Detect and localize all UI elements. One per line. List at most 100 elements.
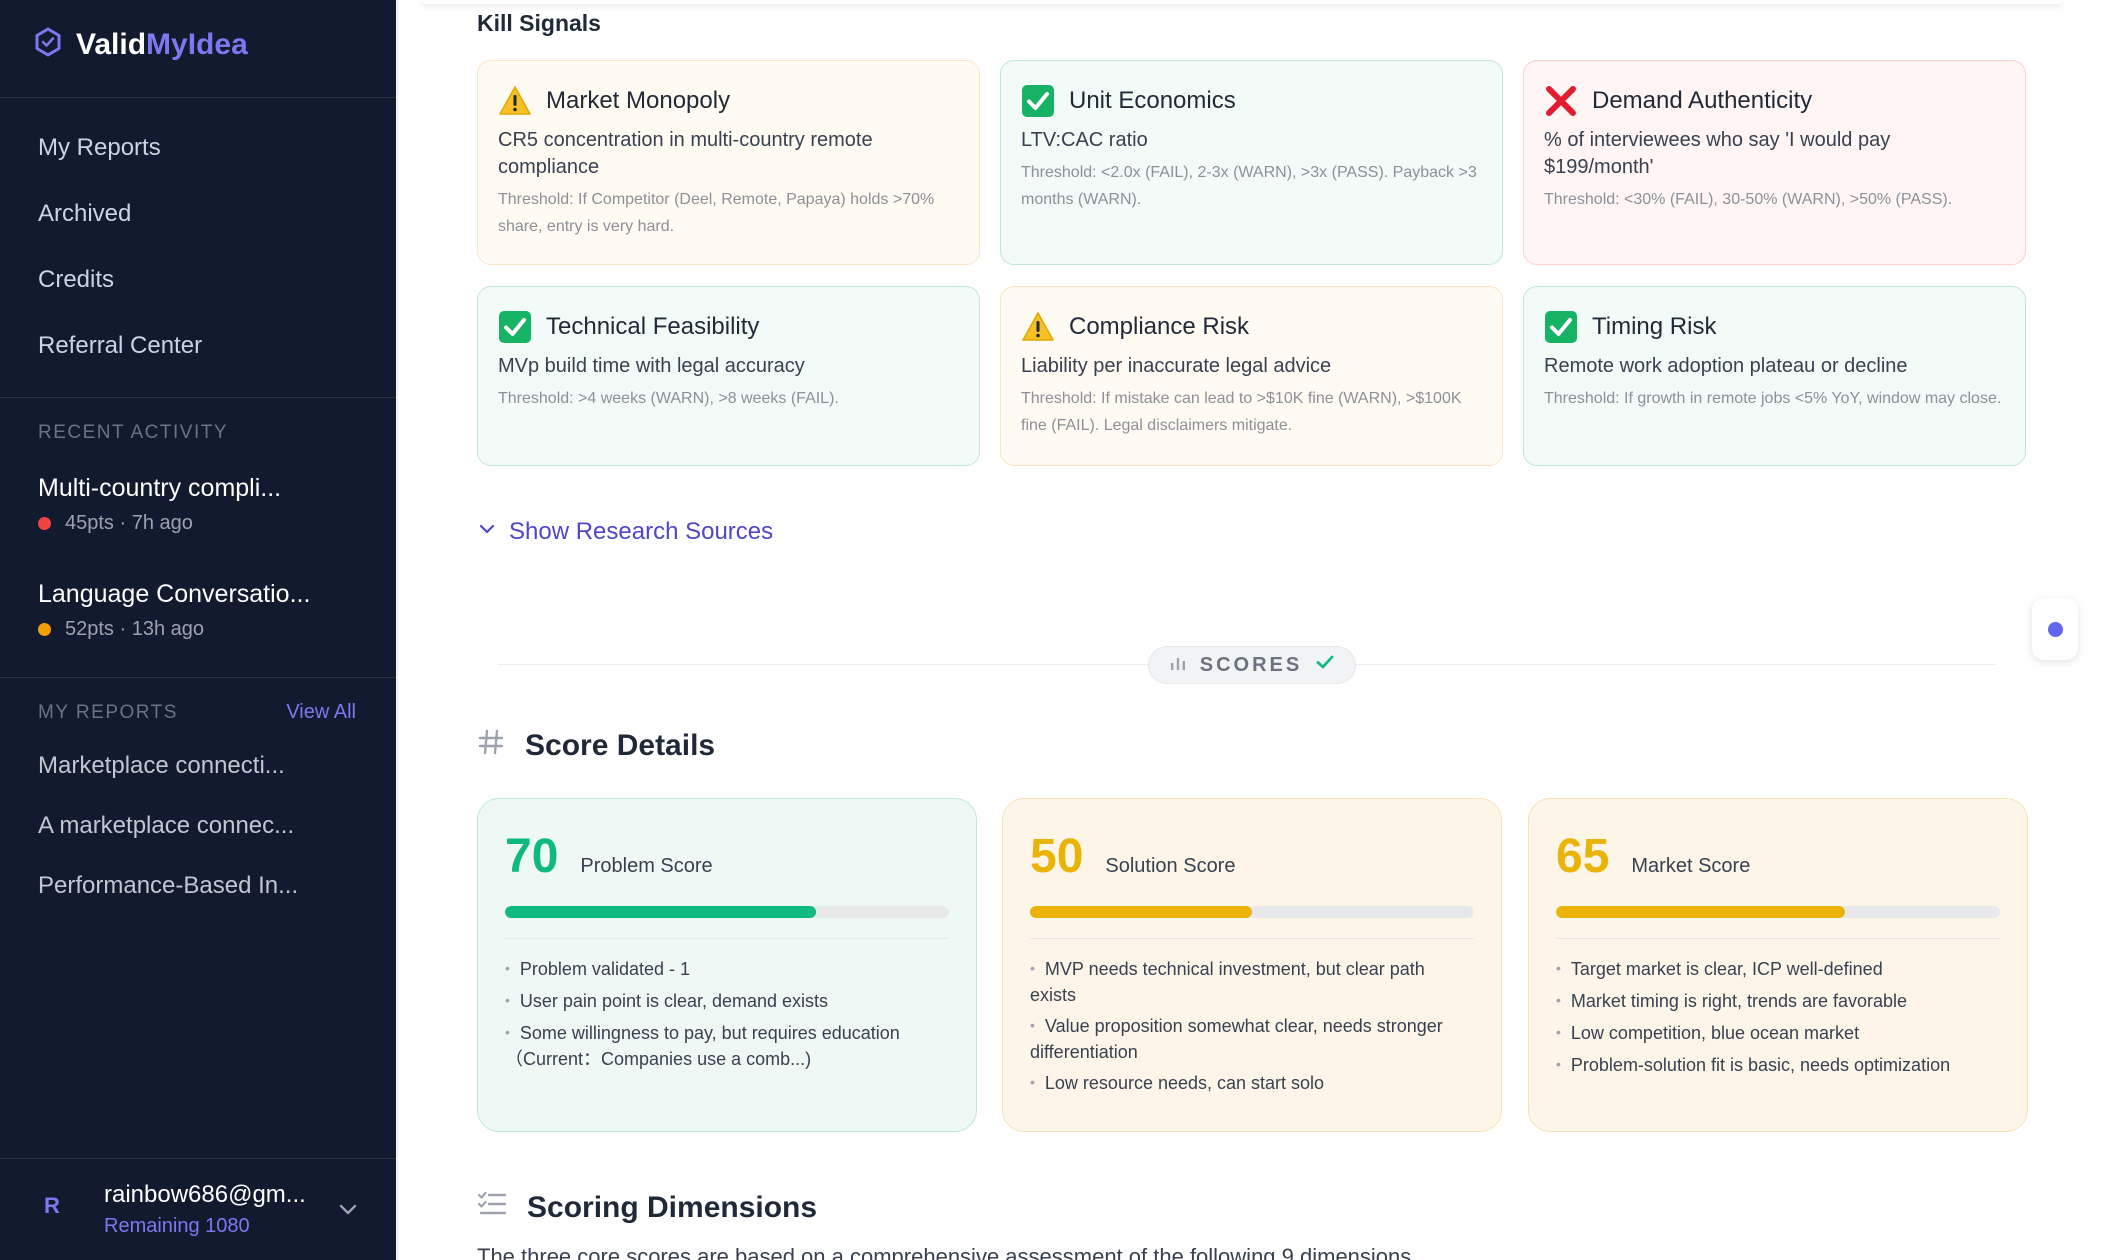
- view-all-link[interactable]: View All: [286, 701, 356, 723]
- score-card-divider: [1030, 938, 1474, 939]
- score-label: Market Score: [1631, 855, 1751, 877]
- score-reasons-list: • MVP needs technical investment, but cle…: [1030, 957, 1474, 1097]
- score-card: 65 Market Score • Target market is clear, I…: [1528, 798, 2028, 1132]
- score-reasons-list: • Target market is clear, ICP well-define…: [1556, 957, 2000, 1079]
- score-progress-bar: [1556, 906, 2000, 918]
- kill-signal-metric: Remote work adoption plateau or decline: [1544, 355, 1908, 377]
- kill-signal-threshold: Threshold: >4 weeks (WARN), >8 weeks (FA…: [498, 390, 839, 407]
- kill-signal-title: Demand Authenticity: [1592, 87, 1813, 114]
- score-progress-bar: [505, 906, 949, 918]
- scoring-dimensions-heading: Scoring Dimensions: [477, 1190, 817, 1226]
- score-value: 50: [1030, 830, 1084, 883]
- score-card-divider: [505, 938, 949, 939]
- score-reasons-list: • Problem validated - 1 • User pain point i…: [505, 957, 949, 1072]
- kill-signal-card: Market Monopoly CR5 concentration in mult…: [477, 60, 980, 265]
- kill-signal-title: Compliance Risk: [1069, 313, 1250, 340]
- kill-signal-threshold: Threshold: If growth in remote jobs <5% …: [1544, 390, 2002, 407]
- recent-item-title[interactable]: Language Conversatio...: [38, 580, 311, 608]
- kill-signal-card: Demand Authenticity % of interviewees who…: [1523, 60, 2026, 265]
- kill-signal-title: Unit Economics: [1069, 87, 1236, 114]
- warning-icon: [498, 84, 532, 118]
- user-email: rainbow686@gm...: [104, 1181, 306, 1208]
- nav-my-reports[interactable]: My Reports: [38, 134, 161, 161]
- report-link[interactable]: A marketplace connec...: [38, 812, 295, 839]
- user-account[interactable]: R rainbow686@gm... Remaining 1080: [0, 1158, 396, 1260]
- kill-signal-card: Compliance Risk Liability per inaccurate …: [1000, 286, 1503, 466]
- nav-credits[interactable]: Credits: [38, 266, 115, 293]
- score-progress-fill: [1556, 906, 1845, 918]
- score-reason-item: • Problem validated - 1: [505, 959, 690, 979]
- recent-item-meta: 52pts · 13h ago: [38, 618, 204, 641]
- check-icon: [498, 310, 532, 344]
- score-reason-item: • Target market is clear, ICP well-define…: [1556, 959, 1883, 979]
- report-link[interactable]: Marketplace connecti...: [38, 752, 285, 779]
- scores-divider-label: SCORES: [1199, 653, 1303, 676]
- kill-signals-heading: Kill Signals: [477, 10, 601, 36]
- check-icon: [1021, 84, 1055, 118]
- main-content: Kill Signals Market Monopoly CR5 concentr…: [397, 0, 2106, 1260]
- score-reason-item: • MVP needs technical investment, but cle…: [1030, 959, 1425, 1005]
- hash-icon: [477, 728, 505, 764]
- score-reason-item: • Market timing is right, trends are favo…: [1556, 991, 1908, 1011]
- show-research-sources-label: Show Research Sources: [509, 518, 774, 545]
- kill-signal-card: Technical Feasibility MVp build time with…: [477, 286, 980, 466]
- nav-referral-center[interactable]: Referral Center: [38, 332, 203, 359]
- section-divider-line: [498, 664, 1148, 665]
- hexagon-logo-icon: [32, 26, 64, 63]
- recent-activity-label: RECENT ACTIVITY: [38, 422, 229, 443]
- kill-signal-threshold: Threshold: <30% (FAIL), 30-50% (WARN), >…: [1544, 191, 1953, 208]
- check-icon: [1544, 310, 1578, 344]
- show-research-sources-toggle[interactable]: Show Research Sources: [477, 518, 773, 546]
- kill-signal-title: Timing Risk: [1592, 313, 1717, 340]
- avatar: R: [44, 1193, 60, 1218]
- kill-signal-threshold: Threshold: If Competitor (Deel, Remote, …: [498, 191, 935, 235]
- report-link[interactable]: Performance-Based In...: [38, 872, 299, 899]
- kill-signal-title: Technical Feasibility: [546, 313, 760, 340]
- cross-icon: [1544, 84, 1578, 118]
- section-divider-line: [1356, 664, 1996, 665]
- score-value: 70: [505, 830, 559, 883]
- kill-signal-metric: MVp build time with legal accuracy: [498, 355, 805, 377]
- kill-signal-metric: CR5 concentration in multi-country remot…: [498, 129, 873, 178]
- kill-signal-card: Timing Risk Remote work adoption plateau …: [1523, 286, 2026, 466]
- sidebar-divider: [0, 97, 396, 98]
- status-dot: [38, 623, 51, 636]
- score-reason-item: • Low competition, blue ocean market: [1556, 1023, 1860, 1043]
- sidebar-divider: [0, 677, 396, 678]
- score-details-heading: Score Details: [477, 728, 715, 764]
- score-card-divider: [1556, 938, 2000, 939]
- scoring-dimensions-intro: The three core scores are based on a com…: [477, 1244, 1412, 1260]
- score-value: 65: [1556, 830, 1610, 883]
- checklist-icon: [477, 1190, 507, 1226]
- score-card: 70 Problem Score • Problem validated - 1 • Us…: [477, 798, 977, 1132]
- score-reason-item: • Value proposition somewhat clear, needs…: [1030, 1016, 1443, 1062]
- app-title: ValidMyIdea: [76, 27, 248, 61]
- chevron-down-icon: [477, 518, 497, 546]
- kill-signal-title: Market Monopoly: [546, 87, 731, 114]
- floating-nav-button[interactable]: [2032, 598, 2078, 660]
- score-progress-bar: [1030, 906, 1474, 918]
- kill-signal-card: Unit Economics LTV:CAC ratio Threshold: <2…: [1000, 60, 1503, 265]
- score-reason-item: • Low resource needs, can start solo: [1030, 1073, 1325, 1093]
- recent-item-meta: 45pts · 7h ago: [38, 512, 193, 535]
- score-reason-item: • Problem-solution fit is basic, needs op…: [1556, 1055, 1951, 1075]
- kill-signal-metric: % of interviewees who say 'I would pay $…: [1544, 129, 1891, 178]
- score-card: 50 Solution Score • MVP needs technical inv…: [1002, 798, 1502, 1132]
- scores-divider-badge: SCORES: [1148, 646, 1356, 684]
- kill-signal-metric: Liability per inaccurate legal advice: [1021, 355, 1332, 377]
- warning-icon: [1021, 310, 1055, 344]
- chevron-down-icon[interactable]: [336, 1197, 360, 1226]
- recent-item-title[interactable]: Multi-country compli...: [38, 474, 282, 502]
- score-reason-item: • User pain point is clear, demand exists: [505, 991, 829, 1011]
- sidebar: ValidMyIdea My Reports Archived Credits …: [0, 0, 396, 1260]
- score-progress-fill: [1030, 906, 1252, 918]
- score-label: Problem Score: [580, 855, 713, 877]
- score-reason-item: • Some willingness to pay, but requires e…: [505, 1023, 900, 1069]
- check-icon: [1314, 651, 1336, 679]
- score-label: Solution Score: [1105, 855, 1236, 877]
- nav-archived[interactable]: Archived: [38, 200, 132, 227]
- kill-signal-metric: LTV:CAC ratio: [1021, 129, 1148, 151]
- app-logo[interactable]: ValidMyIdea: [32, 26, 248, 63]
- sticky-header-shadow: [422, 0, 2062, 4]
- nav-dot-icon: [2048, 622, 2063, 637]
